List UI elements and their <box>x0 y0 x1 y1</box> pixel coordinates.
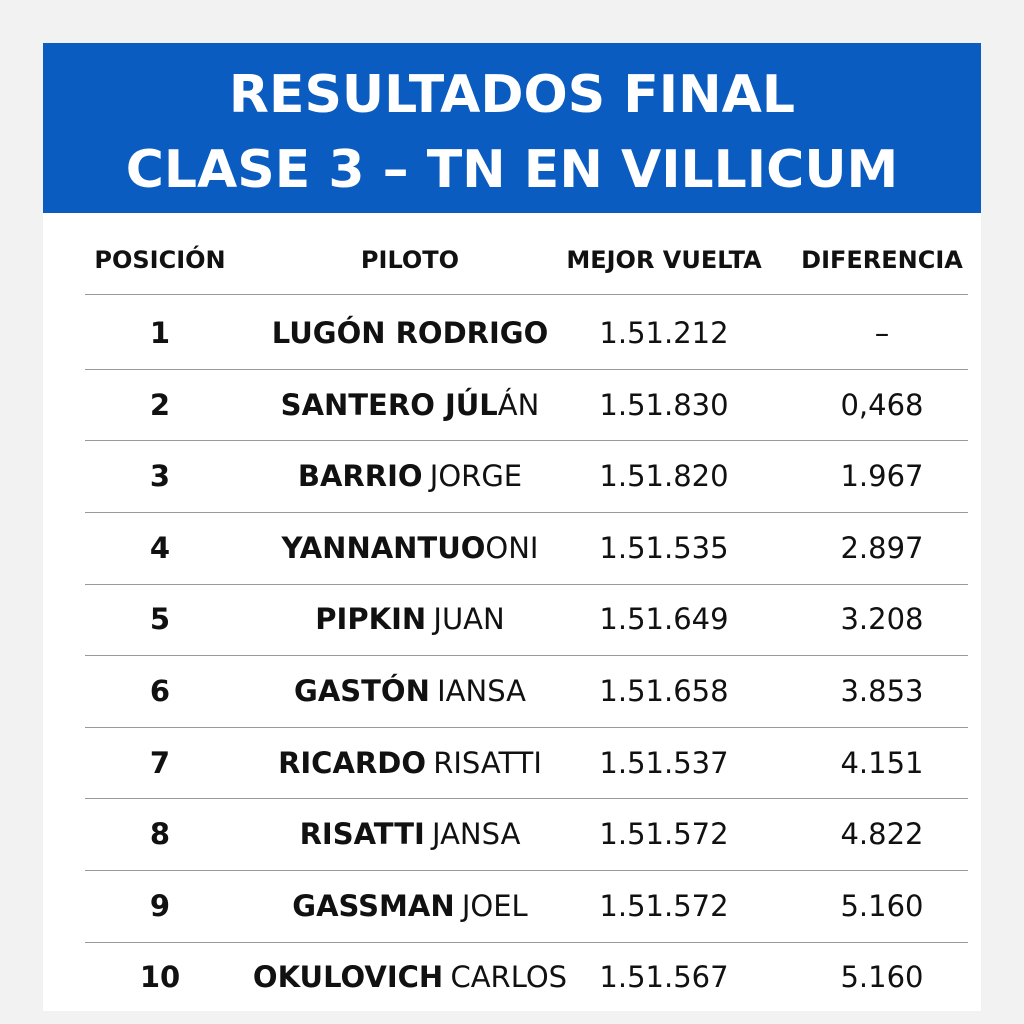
best-lap: 1.51.537 <box>599 745 729 780</box>
best-lap: 1.51.572 <box>599 888 729 923</box>
pilot-given-name: JOEL <box>461 888 528 923</box>
pilot-given-name: JORGE <box>429 459 523 494</box>
row-divider <box>85 583 968 585</box>
pilot-name: GASTÓN IANSA <box>294 674 526 708</box>
pilot-given-name: IANSA <box>437 674 526 708</box>
pilot-name: YANNANTUOONI <box>282 531 539 565</box>
pilot-name: RISATTI JANSA <box>300 817 521 851</box>
row-divider <box>85 512 968 513</box>
best-lap: 1.51.830 <box>599 387 729 422</box>
gap: 3.208 <box>840 602 924 637</box>
pilot-surname: SANTERO JÚL <box>280 387 498 422</box>
gap: 3.853 <box>840 674 924 708</box>
position: 3 <box>149 459 171 494</box>
pilot-surname: GASTÓN <box>294 674 430 708</box>
pilot-surname: YANNANTUO <box>281 530 486 565</box>
pilot-surname: RICARDO <box>278 745 426 780</box>
position: 8 <box>149 817 171 852</box>
best-lap: 1.51.212 <box>599 316 729 350</box>
best-lap: 1.51.820 <box>599 459 729 494</box>
results-card: RESULTADOS FINAL CLASE 3 – TN EN VILLICU… <box>43 43 981 1011</box>
row-divider <box>85 440 968 442</box>
best-lap: 1.51.649 <box>599 602 729 637</box>
position: 5 <box>149 602 171 637</box>
gap: 2.897 <box>840 530 924 565</box>
row-divider <box>85 798 968 800</box>
position: 4 <box>149 530 171 565</box>
row-divider <box>85 870 968 871</box>
position: 1 <box>149 316 171 350</box>
gap: 1.967 <box>840 459 924 494</box>
pilot-surname: OKULOVICH <box>252 960 444 995</box>
row-divider <box>85 368 968 370</box>
pilot-name: BARRIO JORGE <box>298 459 522 493</box>
row-divider <box>85 726 968 728</box>
row-divider <box>85 655 968 657</box>
pilot-given-name: ONI <box>485 530 539 565</box>
best-lap: 1.51.572 <box>599 817 729 852</box>
position: 9 <box>149 888 171 923</box>
pilot-name: GASSMAN JOEL <box>292 889 527 923</box>
pilot-surname: PIPKIN <box>315 602 427 637</box>
pilot-surname: LUGÓN RODRIGO <box>271 316 549 350</box>
pilot-name: OKULOVICH CARLOS <box>253 960 567 994</box>
gap: 4.822 <box>840 817 924 852</box>
row-divider <box>85 941 968 943</box>
row-divider <box>85 294 968 295</box>
pilot-given-name: JANSA <box>432 817 521 852</box>
gap: 5.160 <box>840 888 924 923</box>
title-line: RESULTADOS FINAL <box>228 65 796 125</box>
pilot-name: PIPKIN JUAN <box>315 602 504 636</box>
gap: 4.151 <box>840 745 924 780</box>
pilot-surname: GASSMAN <box>292 888 455 923</box>
pilot-given-name: ÁN <box>497 387 540 422</box>
column-header: MEJOR VUELTA <box>566 246 762 274</box>
pilot-surname: BARRIO <box>297 459 423 494</box>
best-lap: 1.51.535 <box>599 530 729 565</box>
gap: 0,468 <box>840 387 924 422</box>
pilot-given-name: RISATTI <box>433 745 542 780</box>
position: 2 <box>149 387 171 422</box>
gap: – <box>874 316 890 350</box>
title-line: CLASE 3 – TN EN VILLICUM <box>125 140 899 200</box>
column-header: POSICIÓN <box>94 246 226 274</box>
column-header: DIFERENCIA <box>801 246 963 274</box>
pilot-given-name: CARLOS <box>450 960 568 995</box>
position: 10 <box>139 960 181 995</box>
pilot-name: LUGÓN RODRIGO <box>272 316 548 350</box>
pilot-name: SANTERO JÚLÁN <box>281 388 540 422</box>
position: 6 <box>149 674 171 708</box>
pilot-name: RICARDO RISATTI <box>278 746 542 780</box>
gap: 5.160 <box>840 960 924 995</box>
title-banner: RESULTADOS FINAL CLASE 3 – TN EN VILLICU… <box>43 43 981 213</box>
best-lap: 1.51.658 <box>599 674 729 708</box>
pilot-surname: RISATTI <box>299 817 425 852</box>
column-header: PILOTO <box>360 246 460 274</box>
pilot-given-name: JUAN <box>433 602 505 637</box>
position: 7 <box>149 745 171 780</box>
best-lap: 1.51.567 <box>599 960 729 995</box>
